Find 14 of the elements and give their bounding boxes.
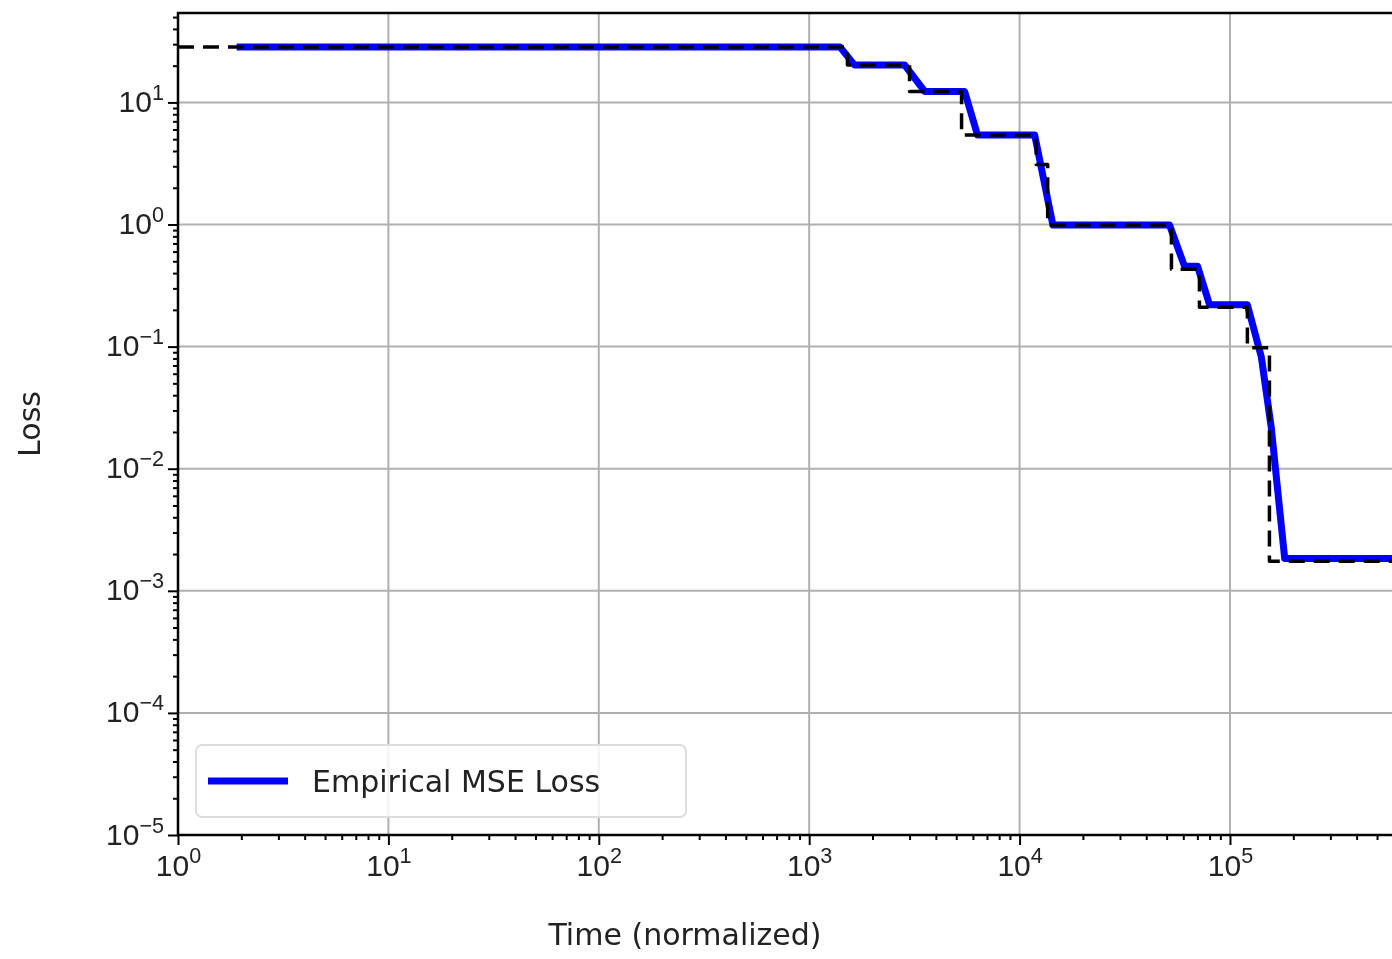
- y-tick-label: 10$^{1}$: [118, 79, 164, 118]
- y-tick-label: 10$^{−2}$: [106, 445, 164, 485]
- x-tick-label: 10$^{4}$: [997, 843, 1043, 882]
- x-tick-label: 10$^{3}$: [786, 843, 833, 882]
- legend-label: Empirical MSE Loss: [312, 764, 601, 799]
- y-axis-title: Loss: [12, 391, 47, 457]
- y-tick-label: 10$^{−1}$: [106, 323, 164, 363]
- y-tick-label: 10$^{0}$: [118, 201, 164, 241]
- y-tick-label: 10$^{−4}$: [106, 689, 164, 729]
- x-tick-label: 10$^{5}$: [1207, 843, 1254, 882]
- y-tick-label: 10$^{−3}$: [106, 567, 164, 607]
- x-tick-label: 10$^{1}$: [366, 843, 412, 882]
- x-tick-label: 10$^{2}$: [576, 843, 622, 882]
- x-axis-title: Time (normalized): [547, 917, 822, 952]
